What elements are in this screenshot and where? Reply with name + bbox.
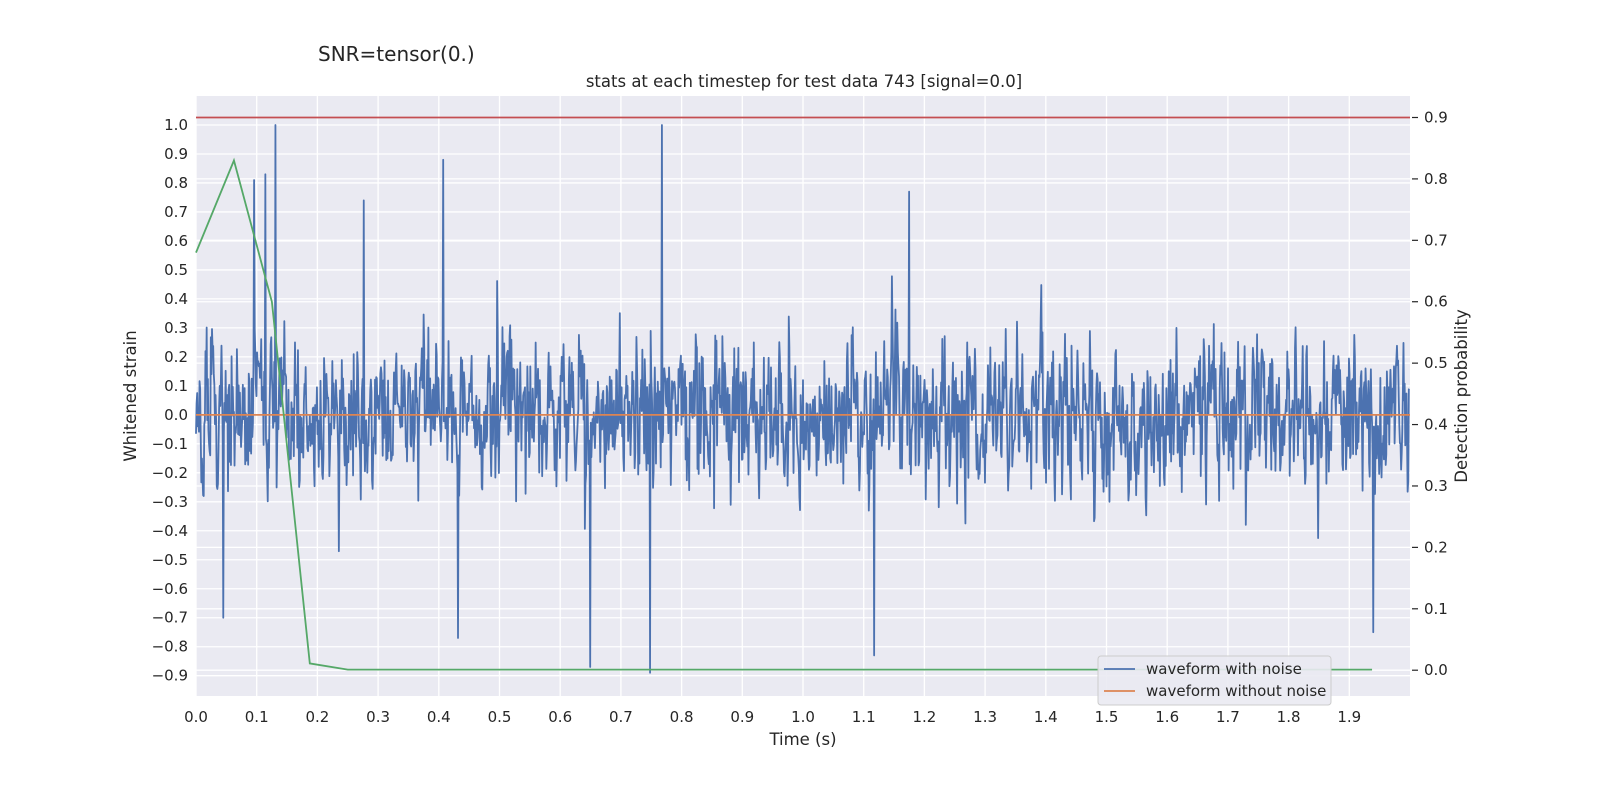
chart-title: stats at each timestep for test data 743… bbox=[586, 72, 1022, 91]
x-tick-label: 0.3 bbox=[366, 708, 390, 726]
y2-tick-label: 0.7 bbox=[1424, 231, 1448, 249]
y-tick-label: −0.2 bbox=[152, 464, 188, 482]
y2-tick-label: 0.3 bbox=[1424, 477, 1448, 495]
x-tick-label: 1.6 bbox=[1155, 708, 1179, 726]
y-tick-label: −0.8 bbox=[152, 638, 188, 656]
legend: waveform with noise waveform without noi… bbox=[1097, 655, 1332, 706]
figure-suptitle: SNR=tensor(0.) bbox=[318, 42, 475, 66]
x-axis-label: Time (s) bbox=[768, 730, 836, 749]
x-tick-label: 0.5 bbox=[488, 708, 512, 726]
series-waveform-with-noise bbox=[195, 124, 1411, 674]
x-tick-label: 0.1 bbox=[245, 708, 269, 726]
y-tick-label: −0.1 bbox=[152, 435, 188, 453]
y2-tick-label: 0.8 bbox=[1424, 170, 1448, 188]
y2-tick-label: 0.2 bbox=[1424, 538, 1448, 556]
y-tick-label: 0.3 bbox=[164, 319, 188, 337]
y-tick-label: 0.2 bbox=[164, 348, 188, 366]
y-tick-label: 0.9 bbox=[164, 145, 188, 163]
y-tick-label: −0.9 bbox=[152, 667, 188, 685]
x-tick-label: 0.6 bbox=[548, 708, 572, 726]
y2-tick-label: 0.6 bbox=[1424, 293, 1448, 311]
y-tick-label: −0.5 bbox=[152, 551, 188, 569]
legend-label-noise: waveform with noise bbox=[1146, 660, 1302, 678]
x-tick-label: 0.7 bbox=[609, 708, 633, 726]
y2-tick-label: 0.9 bbox=[1424, 108, 1448, 126]
y-axis-label: Whitened strain bbox=[121, 330, 140, 461]
x-tick-label: 0.2 bbox=[305, 708, 329, 726]
y2-tick-label: 0.4 bbox=[1424, 416, 1448, 434]
x-tick-label: 1.3 bbox=[973, 708, 997, 726]
x-tick-label: 0.0 bbox=[184, 708, 208, 726]
y2-axis-ticks: 0.9 0.8 0.7 0.6 0.5 0.4 0.3 0.2 0.1 0.0 bbox=[1412, 108, 1448, 679]
y-tick-label: −0.6 bbox=[152, 580, 188, 598]
y2-axis-label: Detection probability bbox=[1452, 309, 1471, 483]
y-tick-label: −0.4 bbox=[152, 522, 188, 540]
y2-tick-label: 0.1 bbox=[1424, 600, 1448, 618]
x-tick-label: 1.0 bbox=[791, 708, 815, 726]
y-tick-label: 0.7 bbox=[164, 203, 188, 221]
x-tick-label: 1.7 bbox=[1216, 708, 1240, 726]
x-tick-label: 1.9 bbox=[1337, 708, 1361, 726]
x-axis-ticks: 0.0 0.1 0.2 0.3 0.4 0.5 0.6 0.7 0.8 0.9 1.0 1.1 1.2 1… bbox=[184, 708, 1361, 726]
y-tick-label: −0.7 bbox=[152, 609, 188, 627]
y-tick-label: 0.6 bbox=[164, 232, 188, 250]
y2-tick-label: 0.0 bbox=[1424, 661, 1448, 679]
x-tick-label: 1.8 bbox=[1277, 708, 1301, 726]
x-tick-label: 1.5 bbox=[1095, 708, 1119, 726]
y-tick-label: 0.8 bbox=[164, 174, 188, 192]
y2-tick-label: 0.5 bbox=[1424, 354, 1448, 372]
y-tick-label: −0.3 bbox=[152, 493, 188, 511]
y-tick-label: 0.4 bbox=[164, 290, 188, 308]
legend-box bbox=[1097, 655, 1332, 706]
y-tick-label: 1.0 bbox=[164, 116, 188, 134]
series-layer bbox=[195, 116, 1411, 674]
x-tick-label: 0.9 bbox=[730, 708, 754, 726]
legend-label-clean: waveform without noise bbox=[1146, 682, 1326, 700]
x-tick-label: 0.4 bbox=[427, 708, 451, 726]
y-tick-label: 0.0 bbox=[164, 406, 188, 424]
x-tick-label: 1.4 bbox=[1034, 708, 1058, 726]
x-tick-label: 0.8 bbox=[670, 708, 694, 726]
x-tick-label: 1.1 bbox=[852, 708, 876, 726]
x-tick-label: 1.2 bbox=[912, 708, 936, 726]
y-tick-label: 0.5 bbox=[164, 261, 188, 279]
y-tick-label: 0.1 bbox=[164, 377, 188, 395]
y-axis-ticks: 1.0 0.9 0.8 0.7 0.6 0.5 0.4 0.3 0.2 0.1 0.0 −0.1 −0.… bbox=[152, 116, 188, 685]
